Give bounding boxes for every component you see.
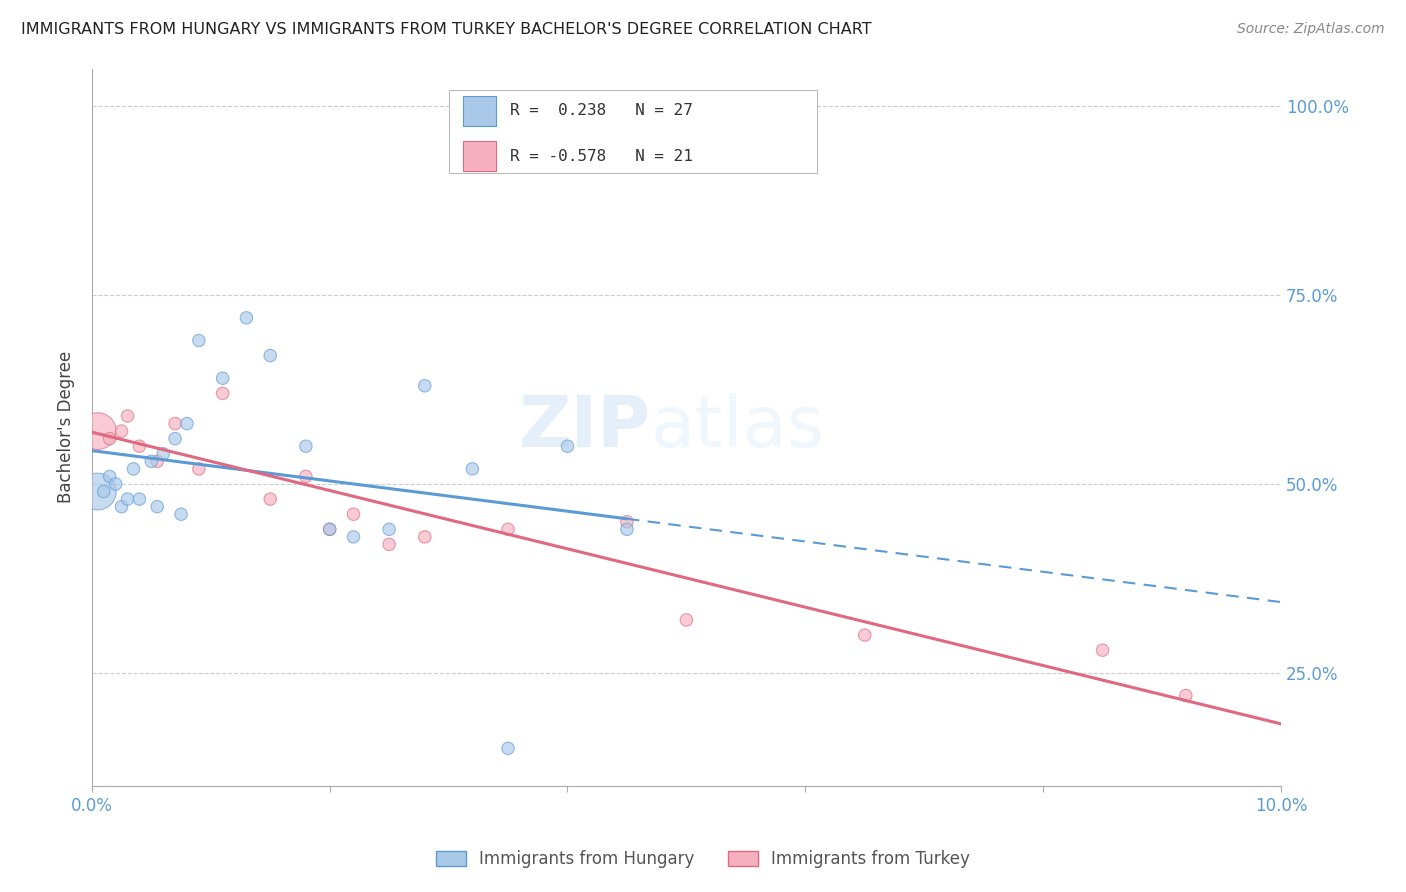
Text: IMMIGRANTS FROM HUNGARY VS IMMIGRANTS FROM TURKEY BACHELOR'S DEGREE CORRELATION : IMMIGRANTS FROM HUNGARY VS IMMIGRANTS FR… — [21, 22, 872, 37]
FancyBboxPatch shape — [463, 95, 496, 126]
Point — [117, 492, 139, 507]
Text: R = -0.578   N = 21: R = -0.578 N = 21 — [510, 149, 693, 163]
Point — [110, 500, 132, 514]
Point — [122, 462, 145, 476]
Point — [146, 500, 169, 514]
Text: R =  0.238   N = 27: R = 0.238 N = 27 — [510, 103, 693, 119]
Point — [187, 462, 209, 476]
Text: ZIP: ZIP — [519, 392, 651, 462]
Point — [87, 484, 110, 499]
Point — [165, 432, 187, 446]
Point — [187, 334, 209, 348]
Point — [128, 492, 150, 507]
Point — [235, 310, 257, 325]
Point — [853, 628, 876, 642]
Point — [1091, 643, 1114, 657]
Point — [557, 439, 579, 453]
Point — [176, 417, 198, 431]
Legend: Immigrants from Hungary, Immigrants from Turkey: Immigrants from Hungary, Immigrants from… — [429, 844, 977, 875]
Point — [342, 530, 364, 544]
Point — [318, 522, 340, 536]
Text: atlas: atlas — [651, 392, 825, 462]
Point — [295, 469, 318, 483]
Point — [170, 507, 193, 521]
Point — [295, 439, 318, 453]
Point — [128, 439, 150, 453]
Point — [378, 537, 401, 551]
Y-axis label: Bachelor's Degree: Bachelor's Degree — [58, 351, 75, 503]
Point — [141, 454, 163, 468]
FancyBboxPatch shape — [463, 141, 496, 171]
Point — [259, 492, 281, 507]
Point — [259, 349, 281, 363]
Text: Source: ZipAtlas.com: Source: ZipAtlas.com — [1237, 22, 1385, 37]
Point — [342, 507, 364, 521]
Point — [98, 469, 121, 483]
Point — [165, 417, 187, 431]
Point — [616, 515, 638, 529]
Point — [496, 741, 519, 756]
FancyBboxPatch shape — [449, 90, 817, 172]
Point — [211, 386, 233, 401]
Point — [146, 454, 169, 468]
Point — [616, 522, 638, 536]
Point — [413, 378, 436, 392]
Point — [93, 484, 115, 499]
Point — [461, 462, 484, 476]
Point — [675, 613, 697, 627]
Point — [110, 424, 132, 438]
Point — [496, 522, 519, 536]
Point — [318, 522, 340, 536]
Point — [98, 432, 121, 446]
Point — [87, 424, 110, 438]
Point — [211, 371, 233, 385]
Point — [104, 477, 127, 491]
Point — [117, 409, 139, 423]
Point — [378, 522, 401, 536]
Point — [152, 447, 174, 461]
Point — [413, 530, 436, 544]
Point — [1174, 689, 1197, 703]
